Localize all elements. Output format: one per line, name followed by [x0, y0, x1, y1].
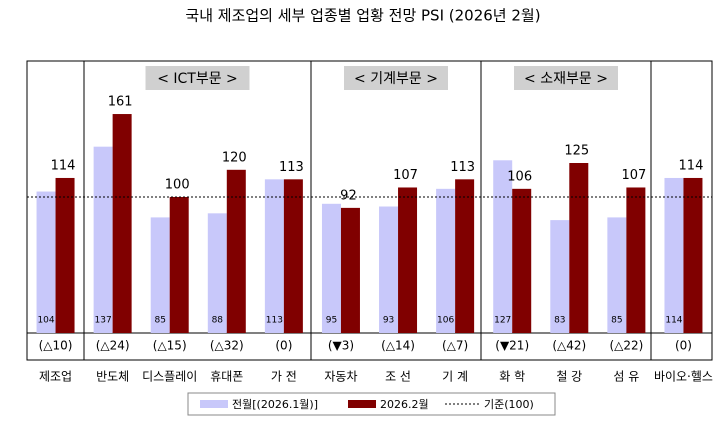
group-header-box — [344, 66, 448, 90]
bar — [340, 207, 360, 333]
value-label: 107 — [393, 168, 418, 183]
bar — [455, 179, 475, 333]
x-tick-label: 화 학 — [499, 370, 525, 384]
group-header: < ICT부문 > — [157, 71, 238, 87]
change-label: (△14) — [381, 339, 415, 353]
value-label: 93 — [383, 316, 394, 326]
value-label: 161 — [108, 95, 133, 110]
bar — [55, 177, 75, 333]
group-header: < 소재부문 > — [524, 71, 608, 87]
bar — [664, 177, 684, 333]
bar — [283, 179, 303, 333]
bar — [207, 213, 227, 333]
value-label: 100 — [165, 178, 190, 193]
group-header-box — [514, 66, 618, 90]
value-label: 120 — [222, 150, 247, 165]
chart-title: 국내 제조업의 세부 업종별 업황 전망 PSI (2026년 2월) — [185, 7, 540, 25]
value-label: 85 — [154, 316, 165, 326]
x-tick-label: 자동차 — [324, 370, 357, 384]
change-label: (▼21) — [495, 339, 529, 353]
bar — [226, 169, 246, 333]
value-label: 137 — [95, 316, 112, 326]
change-label: (▼3) — [328, 339, 354, 353]
value-label: 85 — [611, 316, 622, 326]
change-label: (△42) — [552, 339, 586, 353]
value-label: 113 — [279, 160, 304, 175]
bar — [493, 160, 513, 333]
value-label: 106 — [507, 169, 532, 184]
x-tick-label: 휴대폰 — [210, 370, 243, 384]
value-label: 114 — [679, 158, 704, 173]
legend-label: 기준(100) — [484, 398, 534, 411]
value-label: 92 — [340, 188, 357, 203]
value-label: 83 — [554, 316, 565, 326]
change-label: (△24) — [96, 339, 130, 353]
change-label: (0) — [275, 339, 292, 353]
panel — [26, 60, 713, 361]
value-label: 107 — [621, 168, 646, 183]
value-label: 113 — [450, 160, 475, 175]
bar — [264, 179, 284, 333]
group-header: < 기계부문 > — [354, 71, 438, 87]
x-tick-label: 섬 유 — [613, 370, 639, 384]
value-label: 127 — [494, 316, 511, 326]
bar — [169, 197, 189, 333]
change-label: (0) — [675, 339, 692, 353]
bar — [436, 188, 456, 333]
bar — [36, 191, 56, 333]
bar — [150, 217, 170, 333]
bar — [93, 146, 113, 333]
legend-label: 전월[(2026.1월)] — [232, 398, 318, 411]
change-label: (△7) — [442, 339, 468, 353]
value-label: 125 — [564, 144, 589, 159]
value-label: 95 — [326, 316, 337, 326]
bar — [607, 217, 627, 333]
x-tick-label: 조 선 — [385, 370, 411, 384]
x-tick-label: 디스플레이 — [142, 370, 197, 384]
bar — [683, 177, 703, 333]
value-label: 113 — [266, 316, 283, 326]
bar — [112, 114, 132, 333]
x-tick-label: 기 계 — [442, 370, 468, 384]
legend-swatch — [348, 400, 376, 408]
bar — [379, 206, 399, 333]
x-tick-label: 가 전 — [271, 370, 297, 384]
bar — [550, 220, 570, 333]
bar — [626, 187, 646, 333]
x-tick-label: 제조업 — [39, 370, 72, 384]
bar — [321, 203, 341, 333]
bar — [569, 163, 589, 333]
value-label: 104 — [37, 316, 54, 326]
x-tick-label: 철 강 — [556, 370, 582, 384]
legend-swatch — [200, 400, 228, 408]
value-label: 106 — [437, 316, 454, 326]
group-header-box — [145, 66, 250, 90]
change-label: (△15) — [153, 339, 187, 353]
change-label: (△22) — [609, 339, 643, 353]
x-tick-label: 바이오·헬스 — [654, 370, 713, 384]
change-label: (△10) — [39, 339, 73, 353]
x-tick-label: 반도체 — [96, 370, 129, 384]
legend-label: 2026.2월 — [380, 398, 429, 411]
bar — [512, 188, 532, 333]
value-label: 88 — [212, 316, 224, 326]
value-label: 114 — [665, 316, 682, 326]
bar — [398, 187, 418, 333]
value-label: 114 — [51, 158, 76, 173]
change-label: (△32) — [210, 339, 244, 353]
